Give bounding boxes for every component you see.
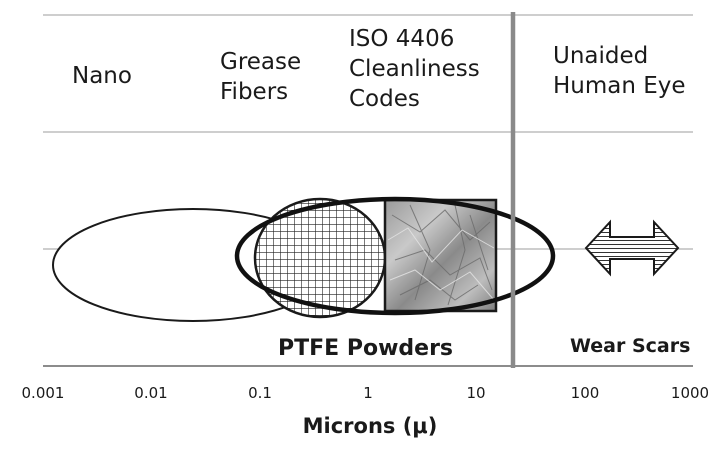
tick-label-0.1: 0.1: [248, 384, 272, 402]
wear-scars-arrow: [584, 219, 680, 277]
x-axis-title: Microns (μ): [303, 414, 438, 438]
category-grease-fibers: Grease Fibers: [220, 49, 308, 105]
iso-cleanliness-box: [383, 198, 498, 313]
category-unaided-human-eye: Unaided Human Eye: [553, 43, 686, 99]
category-nano: Nano: [72, 63, 132, 89]
tick-label-10: 10: [466, 384, 485, 402]
label-wear-scars: Wear Scars: [570, 335, 690, 357]
category-iso-4406: ISO 4406 Cleanliness Codes: [349, 26, 487, 112]
tick-label-0.01: 0.01: [134, 384, 167, 402]
tick-label-100: 100: [571, 384, 600, 402]
tick-label-0.001: 0.001: [22, 384, 65, 402]
label-ptfe-powders: PTFE Powders: [278, 336, 453, 361]
tick-label-1: 1: [363, 384, 373, 402]
tick-label-1000: 1000: [671, 384, 709, 402]
ptfe-powders-ellipse: [234, 196, 556, 316]
x-axis-ticks: 0.001 0.01 0.1 1 10 100 1000: [22, 384, 710, 402]
